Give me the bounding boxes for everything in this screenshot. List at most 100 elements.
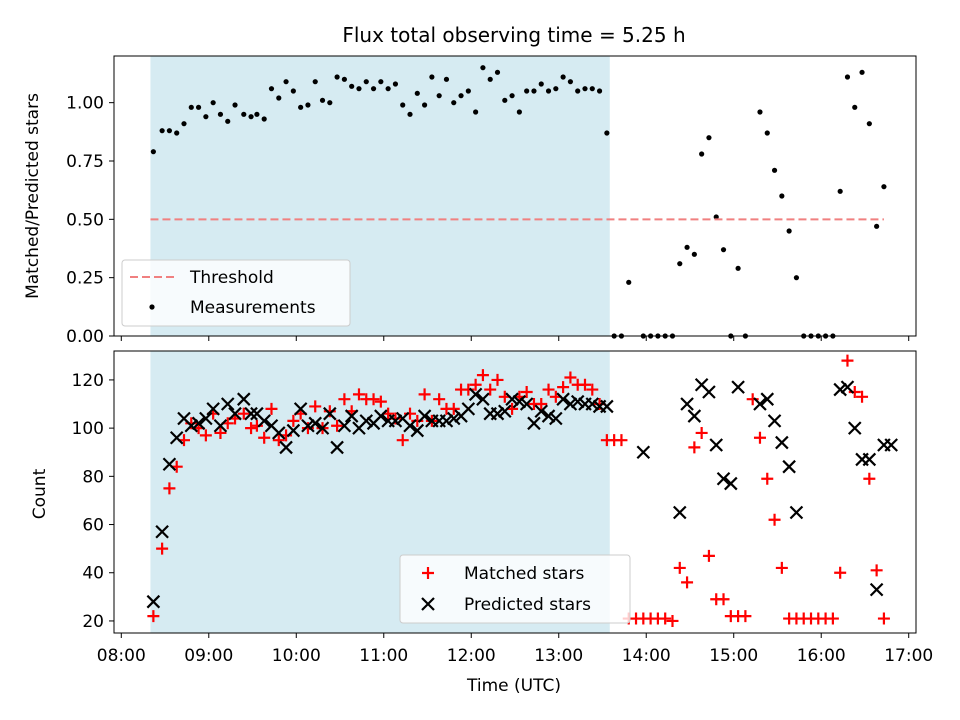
- legend-measurement-label: Measurements: [190, 298, 316, 318]
- measurement-point: [538, 81, 544, 87]
- matched-star-point: [877, 612, 890, 625]
- matched-star-point: [309, 400, 322, 413]
- measurement-point: [334, 74, 340, 80]
- measurement-point: [188, 104, 194, 110]
- predicted-star-point: [709, 438, 724, 452]
- measurement-point: [560, 74, 566, 80]
- matched-star-point: [484, 383, 497, 396]
- predicted-star-point: [519, 397, 534, 411]
- measurement-point: [793, 275, 800, 281]
- measurement-point: [626, 279, 632, 285]
- measurement-point: [305, 102, 311, 108]
- predicted-star-point: [237, 392, 251, 406]
- measurement-point: [779, 193, 785, 199]
- measurement-point: [241, 111, 247, 117]
- predicted-star-point: [775, 435, 789, 450]
- predicted-star-point: [330, 440, 344, 455]
- predicted-star-point: [534, 404, 549, 419]
- count-legend-box: [399, 554, 631, 624]
- predicted-star-point: [476, 392, 490, 406]
- predicted-star-point: [344, 409, 359, 423]
- predicted-star-point: [789, 505, 804, 520]
- predicted-star-point: [512, 394, 527, 409]
- matched-star-point: [476, 369, 489, 382]
- predicted-star-point: [767, 414, 782, 428]
- predicted-star-point: [169, 430, 184, 445]
- ratio-axes-frame: [113, 55, 917, 337]
- count-y-tick-label: 60: [82, 516, 104, 536]
- measurement-point: [400, 102, 406, 108]
- measurement-point: [210, 100, 216, 106]
- measurement-point: [713, 214, 719, 220]
- count-y-label: Count: [30, 468, 50, 519]
- measurement-point: [407, 111, 413, 117]
- count-x-tick-label: 10:00: [272, 646, 321, 666]
- ratio-y-tick-label: 0.50: [66, 210, 104, 230]
- matched-star-point: [557, 381, 570, 394]
- count-x-tick-label: 09:00: [184, 646, 233, 666]
- measurement-point: [874, 223, 880, 229]
- legend-matched-swatch: [422, 567, 434, 579]
- measurement-point: [494, 69, 501, 75]
- matched-star-point: [659, 612, 672, 625]
- chart-title: Flux total observing time = 5.25 h: [342, 23, 685, 47]
- matched-star-point: [147, 610, 160, 623]
- count-y-tick-label: 40: [82, 564, 104, 584]
- predicted-star-point: [410, 423, 425, 438]
- ratio-y-tick-label: 0.25: [66, 269, 104, 289]
- measurement-point: [370, 86, 377, 92]
- legend-threshold-label: Threshold: [189, 268, 274, 288]
- predicted-star-point: [570, 394, 585, 409]
- matched-star-point: [447, 402, 460, 415]
- measurement-point: [684, 244, 690, 250]
- matched-star-point: [666, 614, 679, 627]
- measurement-point: [509, 93, 515, 99]
- predicted-star-point: [417, 409, 432, 423]
- count-x-tick-label: 16:00: [797, 646, 846, 666]
- predicted-star-point: [636, 445, 651, 460]
- legend-measurement-swatch: [149, 304, 155, 310]
- matched-star-point: [695, 426, 708, 439]
- matched-star-point: [237, 407, 250, 420]
- matched-star-point: [287, 414, 300, 427]
- matched-star-point: [272, 434, 285, 447]
- ratio-legend-box: [121, 259, 351, 327]
- measurement-point: [349, 83, 355, 89]
- measurement-point: [720, 247, 727, 253]
- matched-star-point: [768, 513, 781, 526]
- measurement-point: [421, 102, 428, 108]
- ratio-x-ticks: [120, 336, 910, 341]
- count-x-tick-label: 13:00: [534, 646, 583, 666]
- count-x-label: Time (UTC): [466, 676, 561, 696]
- predicted-star-point: [869, 582, 884, 597]
- predicted-star-point: [672, 505, 687, 520]
- measurement-point: [604, 130, 610, 136]
- legend-predicted-label: Predicted stars: [464, 595, 591, 615]
- predicted-star-point: [301, 418, 315, 433]
- predicted-star-point: [753, 397, 767, 411]
- predicted-star-point: [279, 440, 293, 455]
- count-panel: 20 40 60 80 100 120 08:00 09:00 10:00 11:00 12:00…: [30, 350, 933, 696]
- predicted-star-point: [563, 397, 578, 411]
- predicted-star-point: [461, 402, 476, 416]
- predicted-star-point: [549, 411, 563, 426]
- predicted-star-point: [293, 402, 308, 416]
- measurement-point: [276, 95, 282, 101]
- measurement-point: [298, 104, 304, 110]
- predicted-star-point: [228, 406, 242, 421]
- predicted-star-point: [337, 418, 352, 433]
- predicted-star-point: [213, 418, 228, 433]
- count-legend: Matched stars Predicted stars: [399, 554, 631, 624]
- count-x-tick-label: 15:00: [709, 646, 758, 666]
- count-y-tick-label: 120: [72, 371, 104, 391]
- measurement-point: [283, 79, 289, 85]
- measurement-point: [465, 88, 471, 94]
- measurement-point: [596, 88, 603, 94]
- ratio-y-ticks: 0.00 0.25 0.50 0.75 1.00: [66, 94, 114, 347]
- count-x-tick-label: 08:00: [97, 646, 146, 666]
- matched-star-point: [418, 388, 431, 401]
- predicted-star-point: [585, 397, 600, 411]
- predicted-star-point: [244, 406, 258, 421]
- measurement-point: [451, 100, 457, 106]
- predicted-star-point: [323, 406, 337, 421]
